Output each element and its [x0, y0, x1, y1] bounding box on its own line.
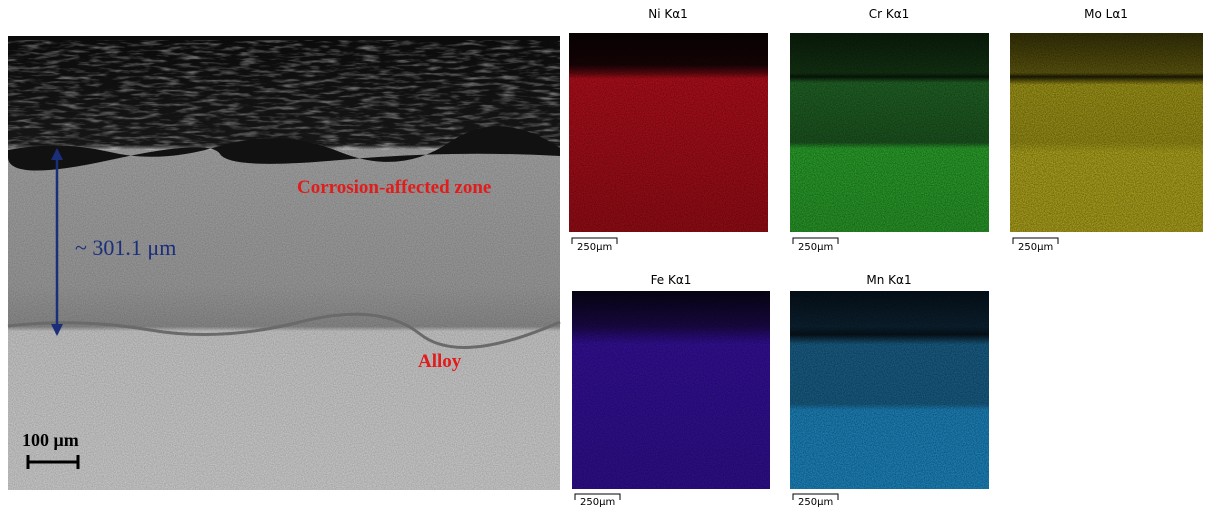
map-title: Cr Kα1 — [869, 7, 910, 21]
thickness-label: ~ 301.1 μm — [75, 235, 176, 260]
map-title: Mn Kα1 — [866, 273, 911, 287]
zone-label: Corrosion-affected zone — [297, 177, 491, 198]
sem-image: ~ 301.1 μm Corrosion-affected zone Alloy… — [8, 36, 560, 490]
map-mn: Mn Kα1 250μm — [790, 273, 989, 507]
scale-label: 100 μm — [22, 430, 79, 450]
map-scale-label: 250μm — [798, 497, 833, 507]
map-scale-label: 250μm — [1018, 242, 1053, 253]
map-title: Ni Kα1 — [648, 7, 688, 21]
map-scale-label: 250μm — [798, 242, 833, 253]
map-title: Mo Lα1 — [1084, 7, 1128, 21]
map-title: Fe Kα1 — [651, 273, 692, 287]
map-texture — [790, 33, 989, 232]
map-fe: Fe Kα1 250μm — [572, 273, 770, 507]
map-ni: Ni Kα1 250μm — [569, 7, 768, 253]
map-mo: Mo Lα1 250μm — [1010, 7, 1203, 253]
map-scale-label: 250μm — [577, 242, 612, 253]
map-texture — [1010, 33, 1203, 232]
map-texture — [569, 33, 768, 232]
map-cr: Cr Kα1 250μm — [790, 7, 989, 253]
figure: ~ 301.1 μm Corrosion-affected zone Alloy… — [0, 0, 1205, 507]
alloy-label: Alloy — [418, 351, 462, 372]
map-texture — [790, 291, 989, 489]
map-scale-label: 250μm — [580, 497, 615, 507]
map-texture — [572, 291, 770, 489]
